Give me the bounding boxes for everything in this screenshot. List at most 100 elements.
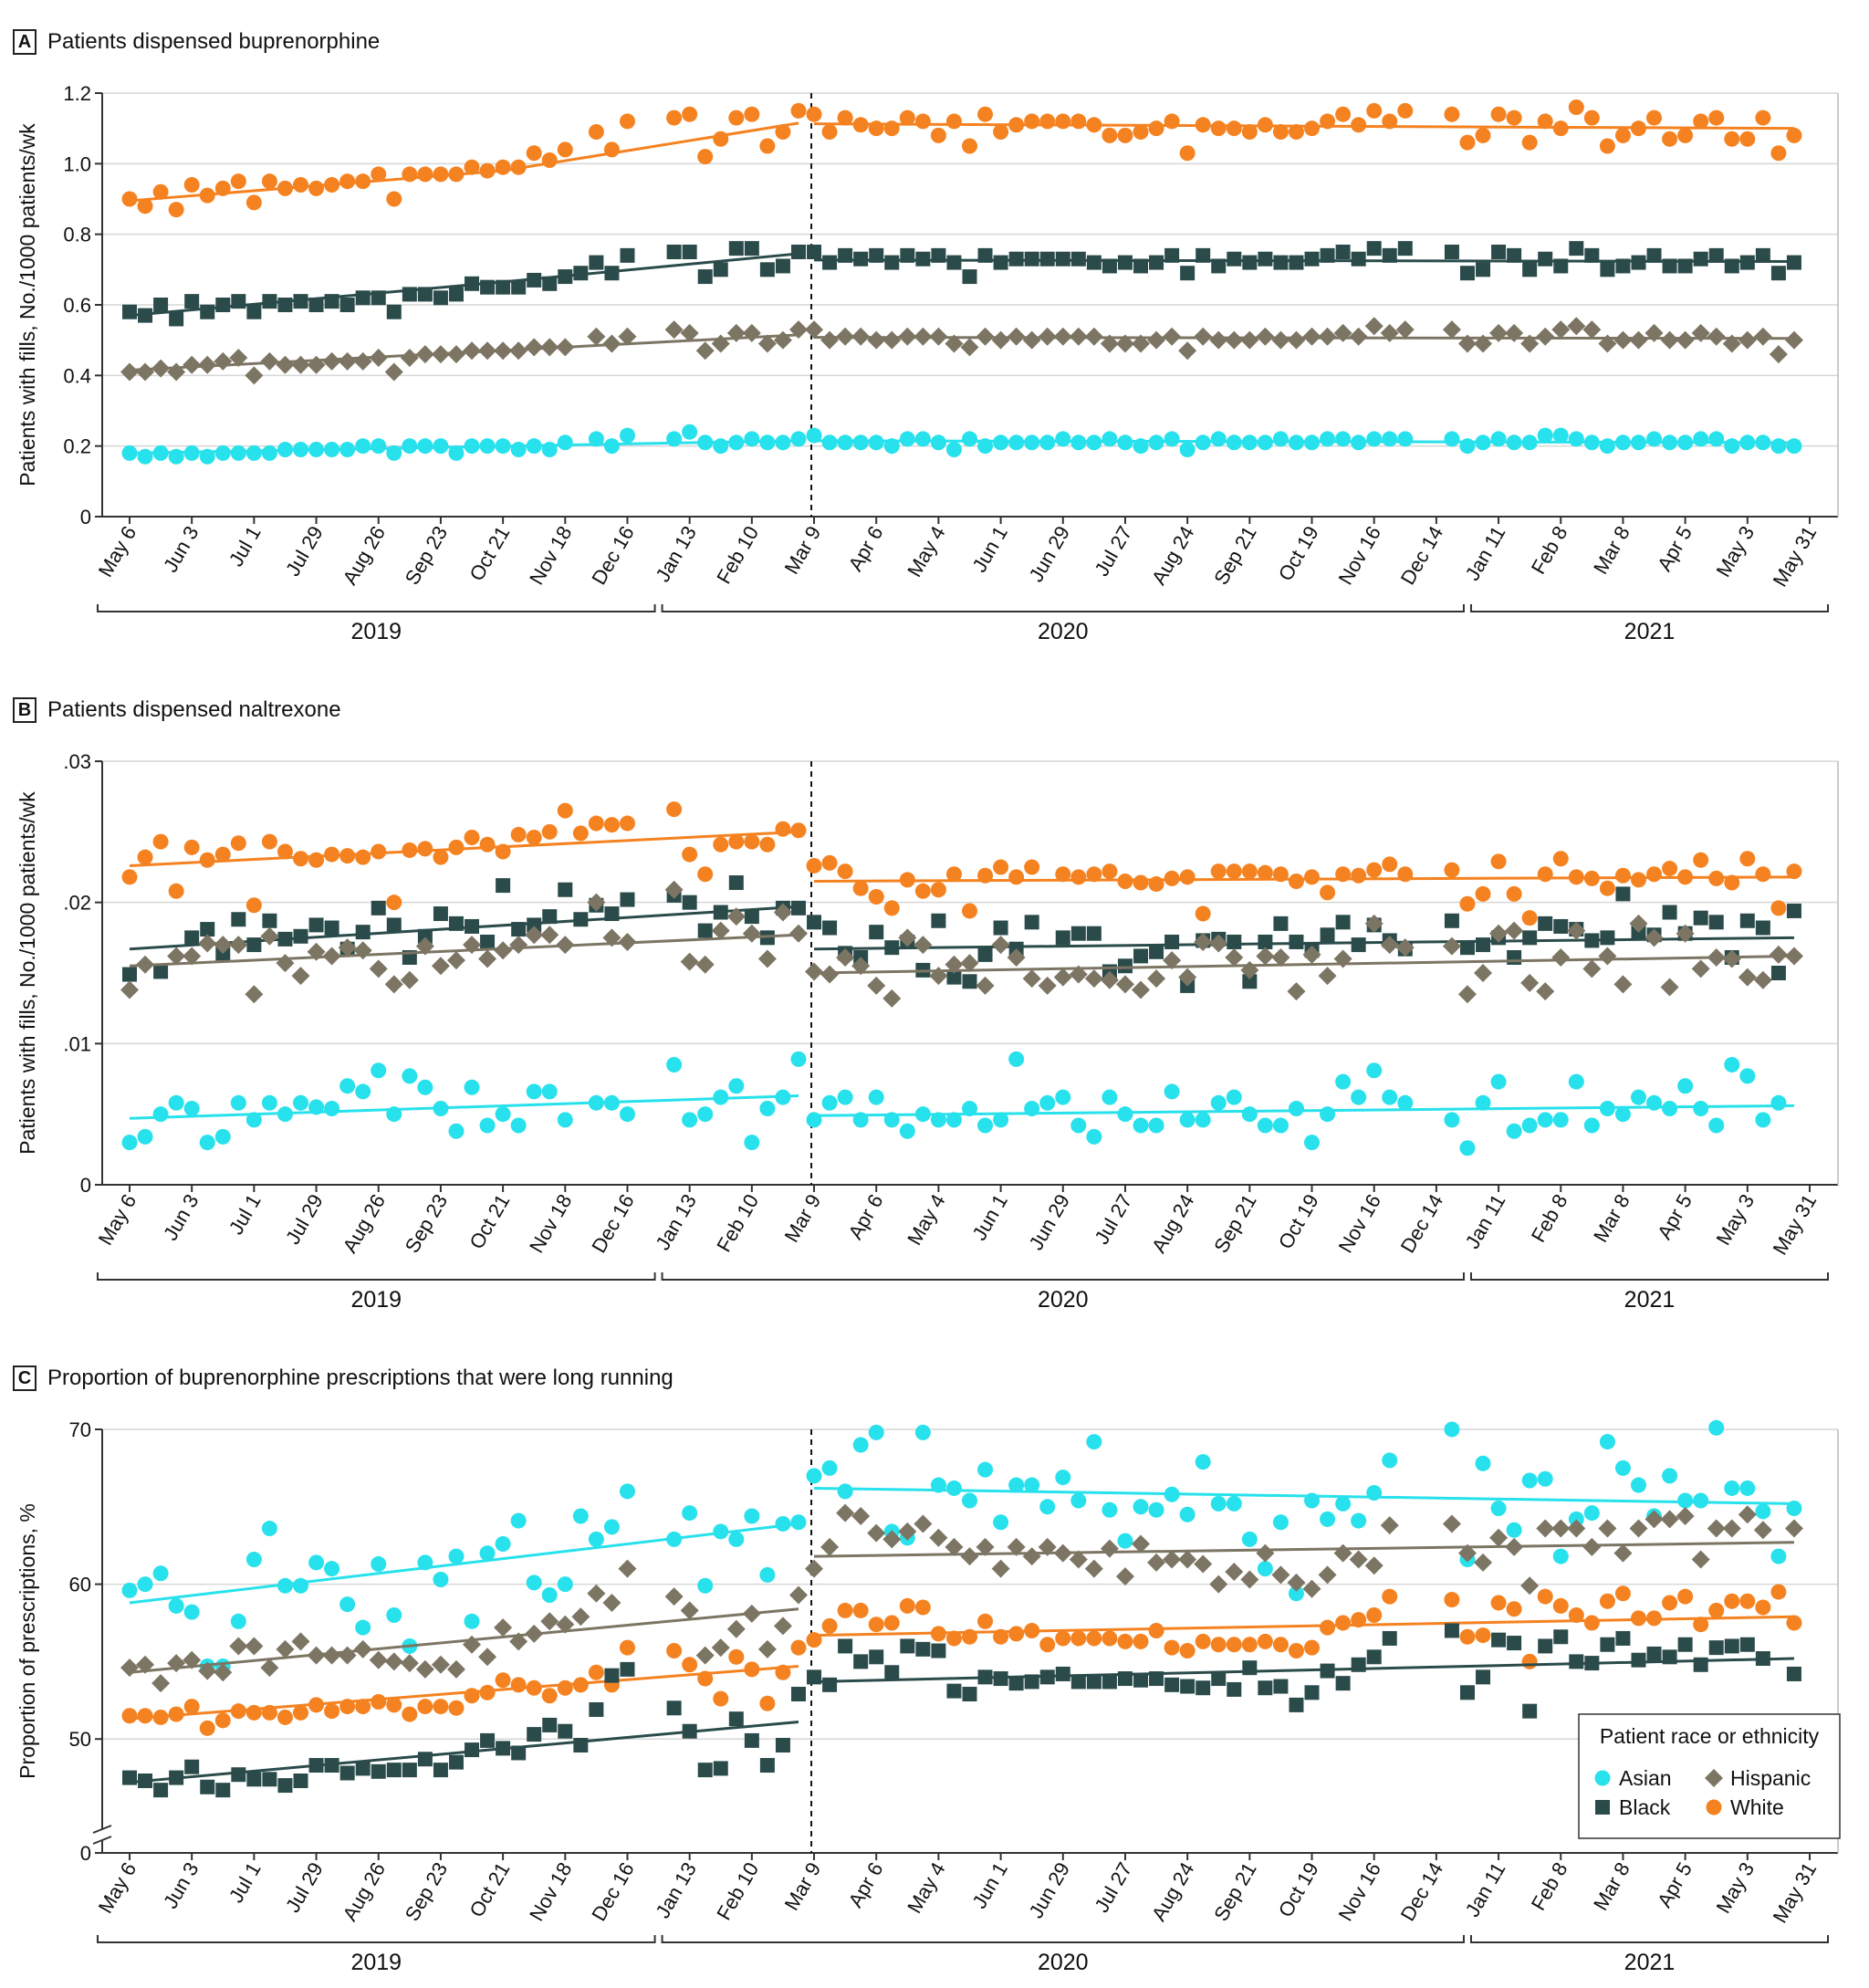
point-c-black-32 bbox=[620, 1661, 635, 1677]
point-b-black-15 bbox=[386, 917, 402, 933]
point-c-asian-37 bbox=[728, 1531, 745, 1547]
point-b-hispanic-5 bbox=[214, 936, 233, 955]
point-c-black-41 bbox=[790, 1687, 806, 1702]
point-b-hispanic-94 bbox=[1691, 959, 1710, 978]
point-a-hispanic-17 bbox=[384, 362, 403, 382]
point-c-hispanic-32 bbox=[618, 1559, 637, 1578]
y-axis-title-c: Proportion of prescriptions, % bbox=[16, 1503, 39, 1779]
point-c-hispanic-2 bbox=[151, 1674, 171, 1693]
point-b-black-25 bbox=[542, 909, 558, 925]
point-b-hispanic-32 bbox=[680, 952, 699, 971]
point-a-hispanic-38 bbox=[757, 334, 777, 353]
point-a-white-12 bbox=[308, 180, 325, 196]
point-b-asian-66 bbox=[1195, 1112, 1211, 1128]
point-c-asian-49 bbox=[914, 1424, 931, 1440]
series-a-hispanic bbox=[120, 317, 1803, 385]
x-tick-label-c-22: Jan 11 bbox=[1461, 1858, 1510, 1920]
point-a-black-82 bbox=[1459, 266, 1475, 281]
point-a-hispanic-32 bbox=[664, 320, 684, 340]
point-a-black-38 bbox=[744, 241, 759, 256]
point-a-hispanic-55 bbox=[1022, 330, 1041, 350]
x-tick-label-b-12: Apr 6 bbox=[844, 1190, 888, 1243]
point-b-hispanic-97 bbox=[1738, 968, 1757, 987]
point-c-asian-77 bbox=[1351, 1512, 1367, 1529]
x-tick-label-c-11: Mar 9 bbox=[780, 1858, 826, 1914]
point-a-hispanic-3 bbox=[167, 362, 186, 382]
point-b-asian-42 bbox=[821, 1094, 838, 1111]
point-b-white-0 bbox=[121, 869, 138, 885]
point-a-white-73 bbox=[1304, 120, 1321, 137]
point-c-black-99 bbox=[1739, 1637, 1755, 1652]
x-tick-label-c-25: Apr 5 bbox=[1653, 1858, 1697, 1911]
point-a-white-51 bbox=[962, 138, 977, 154]
point-c-black-23 bbox=[480, 1732, 496, 1748]
point-b-asian-86 bbox=[1537, 1112, 1553, 1128]
point-c-asian-28 bbox=[557, 1576, 573, 1593]
point-c-white-68 bbox=[1210, 1637, 1227, 1653]
x-tick-label-b-18: Sep 21 bbox=[1209, 1190, 1261, 1257]
point-c-asian-22 bbox=[464, 1613, 480, 1629]
point-b-asian-83 bbox=[1490, 1073, 1507, 1090]
point-b-asian-52 bbox=[977, 1117, 994, 1134]
point-c-hispanic-61 bbox=[1100, 1539, 1119, 1558]
trend-line-a-white-0 bbox=[129, 121, 799, 203]
point-b-asian-87 bbox=[1552, 1112, 1569, 1128]
point-a-black-76 bbox=[1335, 245, 1351, 259]
point-a-white-39 bbox=[775, 124, 791, 141]
point-a-white-76 bbox=[1351, 117, 1367, 133]
point-a-white-16 bbox=[371, 166, 387, 183]
point-a-black-90 bbox=[1584, 247, 1600, 263]
point-b-asian-22 bbox=[464, 1079, 480, 1095]
point-c-hispanic-10 bbox=[276, 1639, 295, 1658]
point-a-hispanic-46 bbox=[882, 330, 902, 350]
point-b-black-39 bbox=[790, 900, 806, 916]
point-b-hispanic-78 bbox=[1442, 936, 1461, 956]
point-b-black-67 bbox=[1242, 974, 1258, 989]
point-a-asian-41 bbox=[806, 427, 822, 444]
point-a-white-24 bbox=[495, 159, 511, 175]
point-a-white-27 bbox=[541, 152, 558, 168]
point-c-hispanic-34 bbox=[680, 1601, 699, 1620]
point-c-white-94 bbox=[1662, 1595, 1678, 1611]
point-c-hispanic-74 bbox=[1302, 1579, 1321, 1598]
point-b-hispanic-90 bbox=[1629, 914, 1648, 933]
point-a-hispanic-72 bbox=[1287, 330, 1306, 350]
point-b-white-102 bbox=[1786, 863, 1802, 880]
point-a-hispanic-88 bbox=[1567, 317, 1586, 336]
point-b-white-93 bbox=[1646, 866, 1663, 883]
x-tick-label-b-3: Jul 29 bbox=[281, 1190, 328, 1248]
point-b-hispanic-58 bbox=[1084, 969, 1103, 989]
point-c-hispanic-83 bbox=[1489, 1528, 1509, 1547]
point-c-asian-64 bbox=[1148, 1501, 1164, 1518]
point-c-white-46 bbox=[868, 1617, 884, 1633]
point-c-asian-84 bbox=[1506, 1522, 1522, 1538]
point-c-asian-59 bbox=[1070, 1492, 1087, 1509]
point-a-black-9 bbox=[262, 294, 277, 309]
point-a-white-90 bbox=[1599, 138, 1615, 154]
point-b-black-26 bbox=[558, 882, 573, 897]
point-b-asian-53 bbox=[993, 1112, 1009, 1128]
x-tick-label-c-10: Feb 10 bbox=[712, 1858, 763, 1924]
point-b-white-46 bbox=[868, 888, 884, 905]
point-b-white-83 bbox=[1490, 853, 1507, 870]
point-c-white-89 bbox=[1583, 1615, 1600, 1631]
point-a-black-27 bbox=[542, 276, 558, 291]
point-a-black-42 bbox=[807, 245, 822, 259]
point-a-black-47 bbox=[884, 255, 900, 270]
point-a-asian-45 bbox=[868, 434, 884, 451]
x-tick-label-c-9: Jan 13 bbox=[651, 1858, 701, 1922]
point-c-black-27 bbox=[542, 1717, 558, 1732]
point-c-asian-16 bbox=[371, 1556, 387, 1573]
point-a-white-82 bbox=[1475, 127, 1491, 143]
point-c-black-2 bbox=[153, 1783, 169, 1798]
point-a-white-50 bbox=[945, 113, 962, 130]
point-b-asian-6 bbox=[214, 1128, 231, 1145]
point-a-white-62 bbox=[1133, 124, 1149, 141]
point-c-black-90 bbox=[1600, 1637, 1615, 1652]
point-c-hispanic-36 bbox=[711, 1638, 730, 1658]
point-b-black-99 bbox=[1770, 966, 1786, 980]
point-c-white-58 bbox=[1055, 1630, 1071, 1647]
point-b-asian-92 bbox=[1630, 1089, 1646, 1105]
x-tick-label-c-1: Jun 3 bbox=[159, 1858, 204, 1912]
y-tick-label-c-1: 50 bbox=[69, 1728, 91, 1751]
